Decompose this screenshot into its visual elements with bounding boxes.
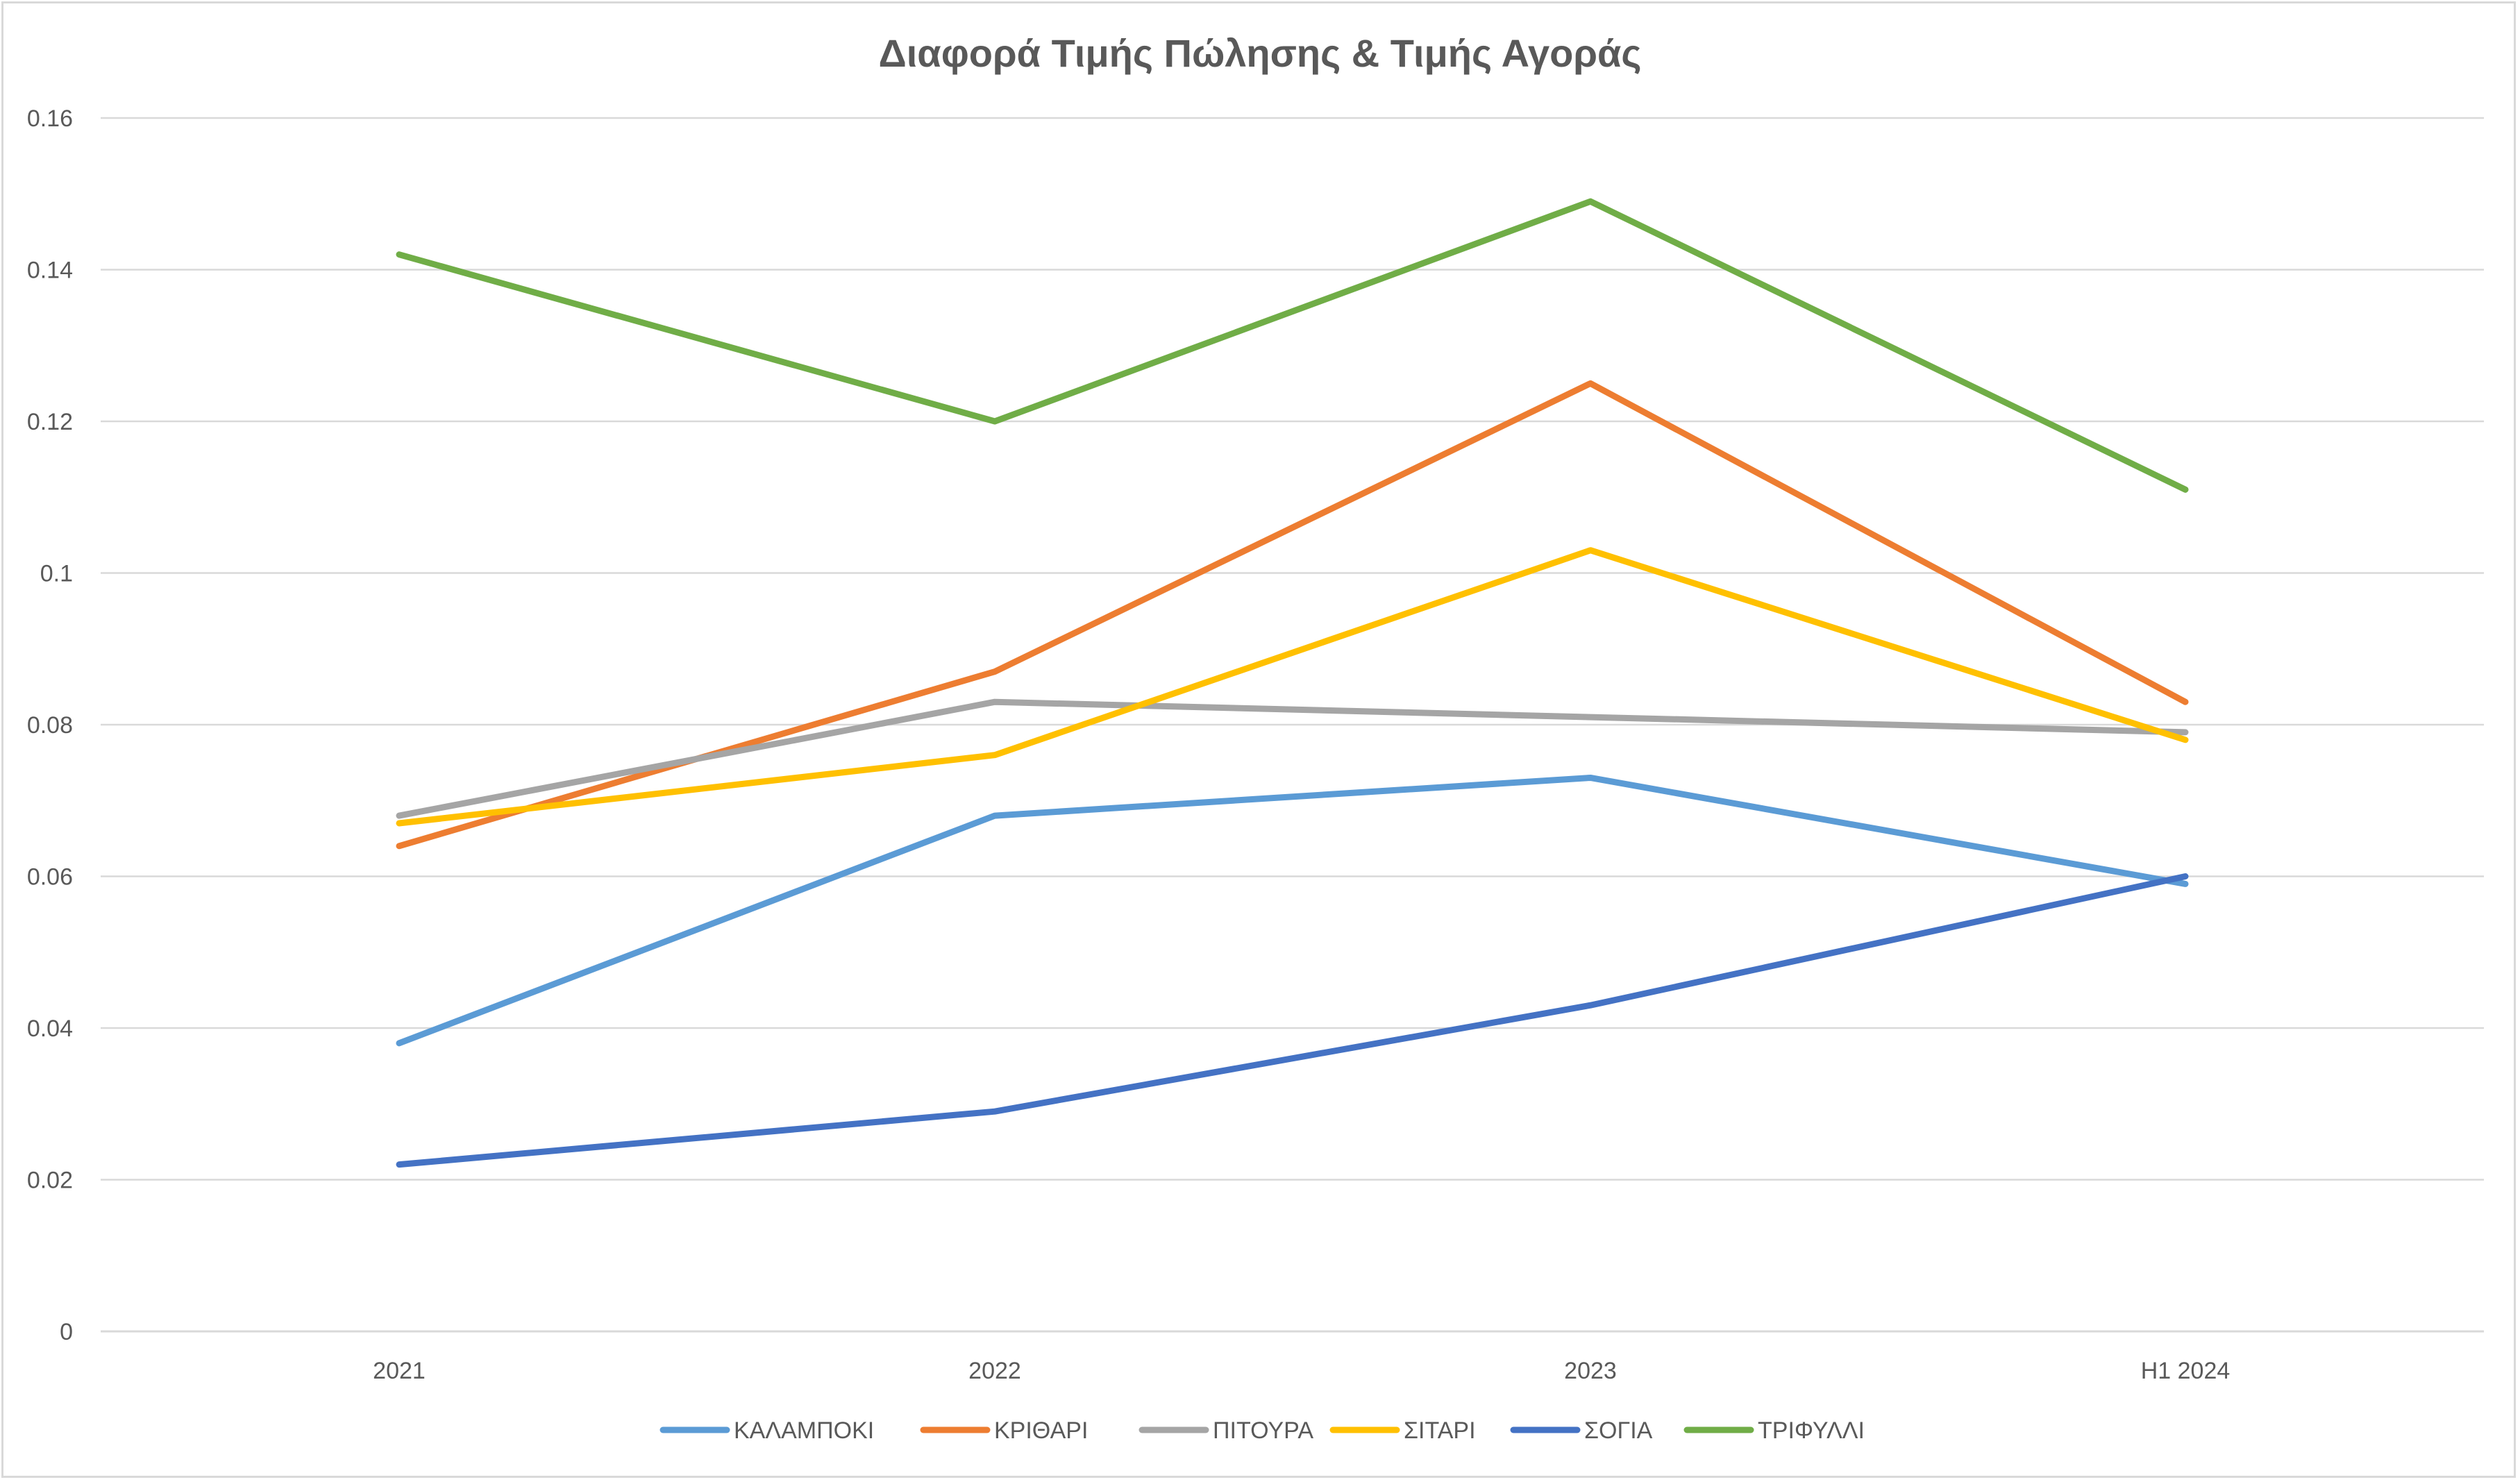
legend-item: ΣΟΓΙΑ [1510, 1417, 1653, 1444]
legend-label: ΣΙΤΑΡΙ [1404, 1417, 1476, 1444]
series-line [396, 547, 2189, 827]
y-tick-label: 0.16 [27, 106, 73, 132]
y-axis-labels: 0 0.02 0.04 0.06 0.08 0.1 0.12 0.14 0.16 [27, 106, 73, 1345]
legend: ΚΑΛΑΜΠΟΚΙ ΚΡΙΘΑΡΙ ΠΙΤΟΥΡΑ ΣΙΤΑΡΙ ΣΟΓΙΑ ΤΡΙΦΥΛ… [660, 1417, 1865, 1444]
legend-label: ΣΟΓΙΑ [1584, 1417, 1653, 1444]
y-tick-label: 0.12 [27, 409, 73, 435]
y-tick-label: 0.14 [27, 258, 73, 284]
series-line [396, 873, 2189, 1168]
x-tick-label: 2023 [1564, 1358, 1617, 1384]
legend-item: ΚΑΛΑΜΠΟΚΙ [660, 1417, 874, 1444]
legend-item: ΤΡΙΦΥΛΛΙ [1683, 1417, 1865, 1444]
legend-label: ΚΑΛΑΜΠΟΚΙ [734, 1417, 874, 1444]
series-line [396, 698, 2189, 819]
gridlines [101, 117, 2484, 1333]
legend-label: ΚΡΙΘΑΡΙ [994, 1417, 1088, 1444]
legend-item: ΠΙΤΟΥΡΑ [1139, 1417, 1313, 1444]
y-tick-label: 0.1 [40, 561, 73, 587]
series-lines [396, 198, 2189, 1168]
series-line [396, 198, 2189, 493]
legend-label: ΤΡΙΦΥΛΛΙ [1758, 1417, 1865, 1444]
series-line [396, 380, 2189, 850]
legend-item: ΣΙΤΑΡΙ [1329, 1417, 1476, 1444]
chart-title: Διαφορά Τιμής Πώλησης & Τιμής Αγοράς [878, 31, 1641, 75]
y-tick-label: 0 [60, 1319, 73, 1345]
x-tick-label: H1 2024 [2141, 1358, 2231, 1384]
legend-label: ΠΙΤΟΥΡΑ [1213, 1417, 1313, 1444]
legend-item: ΚΡΙΘΑΡΙ [920, 1417, 1088, 1444]
series-line [396, 774, 2189, 1047]
y-tick-label: 0.08 [27, 712, 73, 739]
x-tick-label: 2022 [968, 1358, 1021, 1384]
x-tick-label: 2021 [373, 1358, 426, 1384]
y-tick-label: 0.04 [27, 1016, 73, 1042]
y-tick-label: 0.06 [27, 864, 73, 891]
x-axis-labels: 2021 2022 2023 H1 2024 [373, 1358, 2230, 1384]
y-tick-label: 0.02 [27, 1168, 73, 1194]
